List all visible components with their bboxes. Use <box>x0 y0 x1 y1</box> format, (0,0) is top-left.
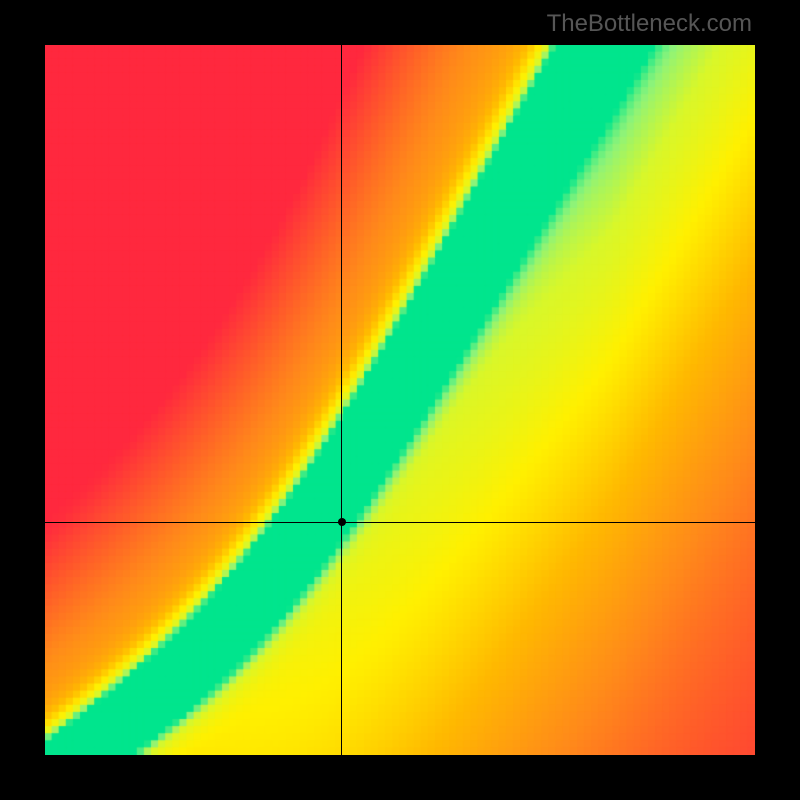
heatmap-canvas <box>45 45 755 755</box>
crosshair-vertical <box>341 45 342 755</box>
bottleneck-heatmap-chart: TheBottleneck.com <box>0 0 800 800</box>
marker-dot <box>338 518 346 526</box>
crosshair-horizontal <box>45 522 755 523</box>
watermark-label: TheBottleneck.com <box>547 10 752 38</box>
